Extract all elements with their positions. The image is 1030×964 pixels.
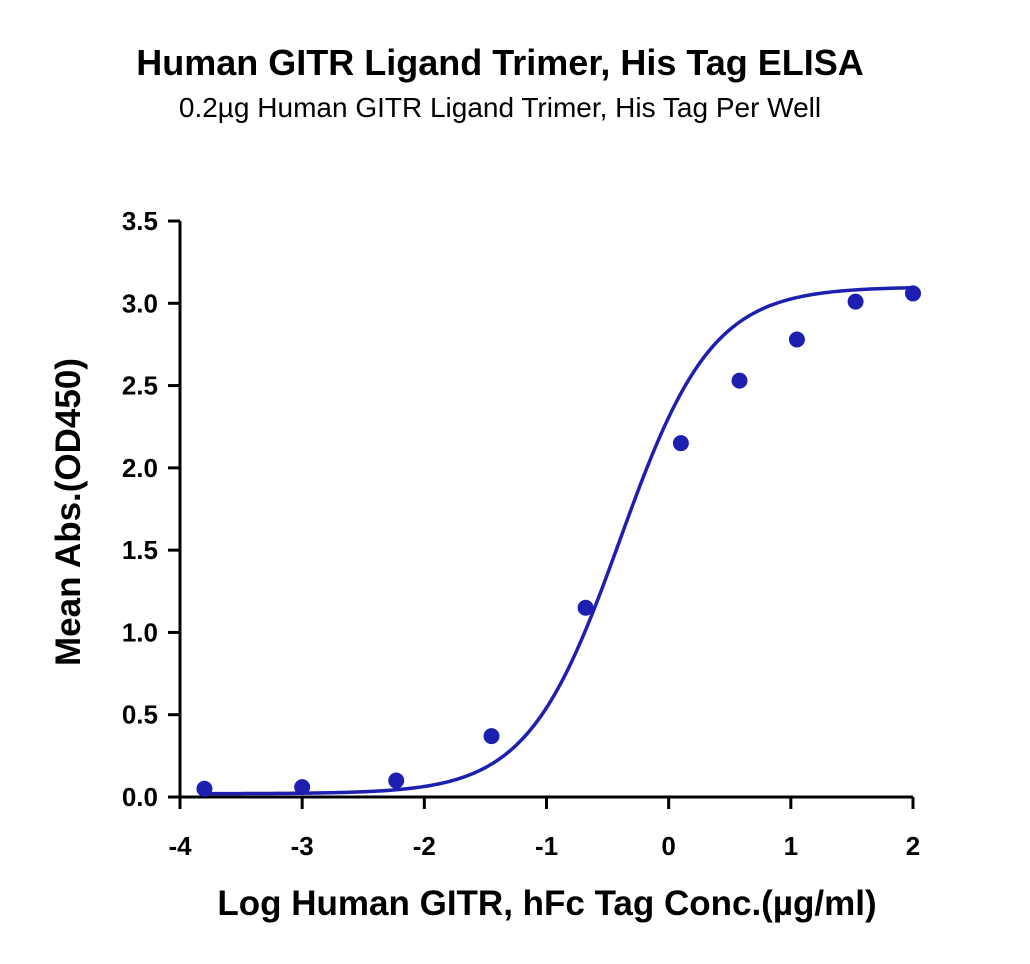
x-tick-label: 0	[661, 831, 675, 861]
y-tick-label: 0.0	[122, 782, 158, 812]
x-tick-label: -1	[535, 831, 558, 861]
fit-curve	[204, 285, 914, 796]
y-tick-label: 3.5	[122, 206, 158, 236]
fit-curve-layer	[204, 285, 914, 796]
y-tick-label: 1.0	[122, 617, 158, 647]
y-tick-label: 2.5	[122, 371, 158, 401]
axes: 0.0 0.5 1.0 1.5 2.0 2.5 3.0 3.5 -4 -3 -2 -1 0 1 2	[122, 206, 920, 861]
data-point	[731, 372, 748, 389]
x-tick-label: -3	[291, 831, 314, 861]
y-axis-title: Mean Abs.(OD450)	[49, 358, 88, 666]
data-point	[847, 293, 864, 310]
data-point	[483, 728, 500, 745]
x-tick-label: -4	[168, 831, 192, 861]
data-point	[577, 599, 594, 616]
data-point	[672, 435, 689, 452]
x-axis-title: Log Human GITR, hFc Tag Conc.(µg/ml)	[217, 884, 876, 923]
y-tick-label: 2.0	[122, 453, 158, 483]
x-tick-label: -2	[413, 831, 436, 861]
data-point	[905, 285, 921, 302]
data-point	[294, 779, 311, 796]
y-tick-label: 1.5	[122, 535, 158, 565]
data-points-layer	[196, 285, 921, 797]
data-point	[388, 772, 405, 789]
y-tick-label: 0.5	[122, 700, 158, 730]
chart-title: Human GITR Ligand Trimer, His Tag ELISA	[136, 42, 864, 83]
x-tick-label: 1	[784, 831, 798, 861]
x-tick-label: 2	[906, 831, 920, 861]
y-tick-label: 3.0	[122, 288, 158, 318]
data-point	[196, 780, 213, 797]
data-point	[788, 331, 805, 348]
chart-subtitle: 0.2µg Human GITR Ligand Trimer, His Tag …	[178, 92, 822, 123]
